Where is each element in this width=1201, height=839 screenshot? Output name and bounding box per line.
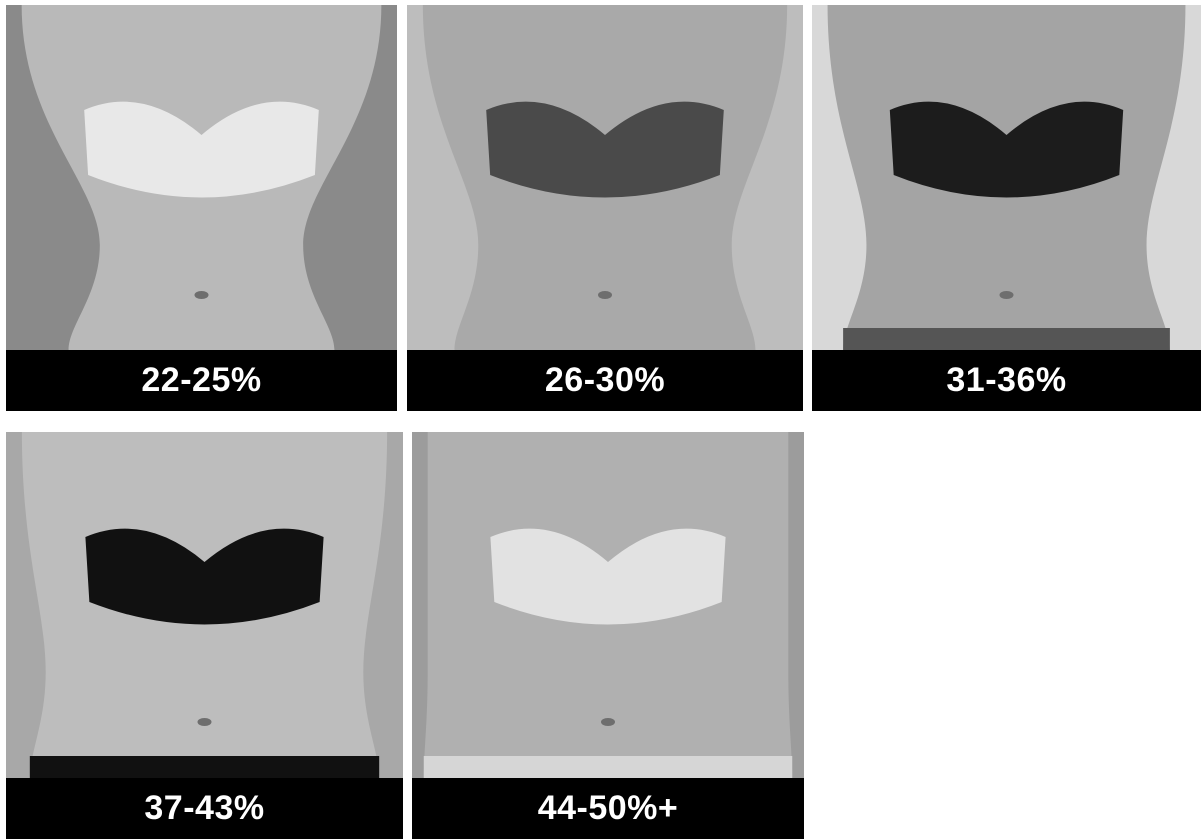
photo	[412, 432, 804, 778]
bikini-top	[490, 528, 726, 625]
panel: 44-50%+	[412, 432, 804, 839]
panel-label: 22-25%	[6, 350, 397, 411]
navel	[999, 291, 1014, 299]
bikini-top	[85, 528, 324, 625]
panel: 31-36%	[812, 5, 1201, 411]
photo	[407, 5, 803, 350]
photo	[812, 5, 1201, 350]
bikini-bottom	[423, 756, 793, 778]
navel	[598, 291, 612, 299]
panel-label: 26-30%	[407, 350, 803, 411]
panel-label: 31-36%	[812, 350, 1201, 411]
bikini-top	[84, 101, 319, 198]
photo	[6, 432, 403, 778]
bikini-top	[889, 101, 1124, 198]
panel: 26-30%	[407, 5, 803, 411]
bikini-bottom	[29, 756, 380, 778]
panel: 22-25%	[6, 5, 397, 411]
bikini-top	[486, 101, 724, 198]
navel	[601, 718, 615, 726]
navel	[194, 291, 209, 299]
photo	[6, 5, 397, 350]
bikini-bottom	[843, 328, 1170, 350]
panel: 37-43%	[6, 432, 403, 839]
navel	[197, 718, 212, 726]
panel-label: 37-43%	[6, 778, 403, 839]
panel-label: 44-50%+	[412, 778, 804, 839]
